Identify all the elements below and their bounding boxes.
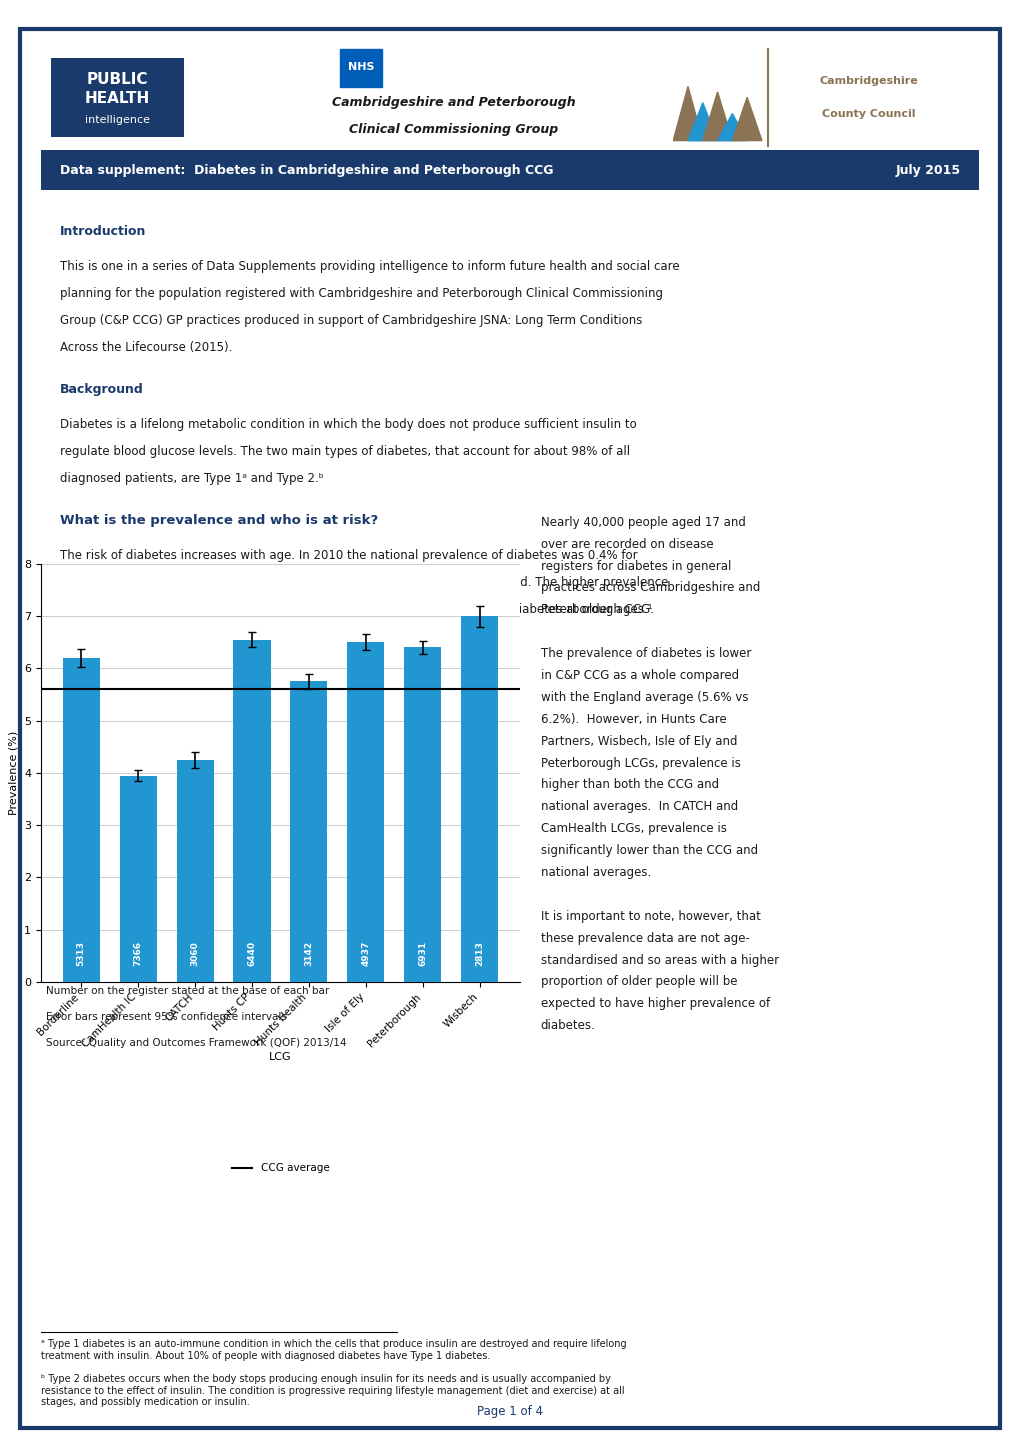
Text: Peterborough CCG.: Peterborough CCG. xyxy=(540,603,653,616)
Text: 3142: 3142 xyxy=(305,942,313,966)
Text: proportion of older people will be: proportion of older people will be xyxy=(540,975,737,988)
Text: with the England average (5.6% vs: with the England average (5.6% vs xyxy=(540,691,747,704)
Text: Diabetes in people aged 17 and over: Diabetes in people aged 17 and over xyxy=(59,652,290,665)
Bar xyxy=(119,776,157,982)
Bar xyxy=(62,658,100,982)
Text: The prevalence of diabetes is lower: The prevalence of diabetes is lower xyxy=(540,647,750,660)
Text: Cambridgeshire and Peterborough: Cambridgeshire and Peterborough xyxy=(332,97,575,110)
Text: County Council: County Council xyxy=(821,108,914,118)
Polygon shape xyxy=(673,87,702,141)
Text: Group (C&P CCG) GP practices produced in support of Cambridgeshire JSNA: Long Te: Group (C&P CCG) GP practices produced in… xyxy=(59,314,641,327)
Text: Data supplement:  Diabetes in Cambridgeshire and Peterborough CCG: Data supplement: Diabetes in Cambridgesh… xyxy=(59,163,552,177)
Text: planning for the population registered with Cambridgeshire and Peterborough Clin: planning for the population registered w… xyxy=(59,287,662,300)
Text: Clinical Commissioning Group: Clinical Commissioning Group xyxy=(348,123,558,137)
Text: 7366: 7366 xyxy=(133,942,143,966)
Text: Diabetes is a lifelong metabolic condition in which the body does not produce su: Diabetes is a lifelong metabolic conditi… xyxy=(59,418,636,431)
Bar xyxy=(461,616,498,982)
Text: This is one in a series of Data Supplements providing intelligence to inform fut: This is one in a series of Data Suppleme… xyxy=(59,260,679,273)
Polygon shape xyxy=(732,98,761,141)
Text: 2813: 2813 xyxy=(475,942,484,966)
Text: people aged 16 to 24 years, rising to 15.1% for people aged 70 to 84 years old. : people aged 16 to 24 years, rising to 15… xyxy=(59,575,667,588)
Bar xyxy=(290,682,327,982)
Legend: CCG average: CCG average xyxy=(227,1159,333,1178)
Text: NHS: NHS xyxy=(347,62,374,72)
Text: of diabetes among older people is due to a higher risk of developing Type 2 diab: of diabetes among older people is due to… xyxy=(59,603,651,616)
Text: Number on the register stated at the base of each bar: Number on the register stated at the bas… xyxy=(46,986,329,996)
Text: expected to have higher prevalence of: expected to have higher prevalence of xyxy=(540,998,769,1011)
Y-axis label: Prevalence (%): Prevalence (%) xyxy=(8,731,18,815)
Bar xyxy=(339,49,382,87)
Text: Page 1 of 4: Page 1 of 4 xyxy=(477,1405,542,1419)
Polygon shape xyxy=(687,102,717,141)
Text: Error bars represent 95% confidence intervals: Error bars represent 95% confidence inte… xyxy=(46,1012,286,1022)
Text: Partners, Wisbech, Isle of Ely and: Partners, Wisbech, Isle of Ely and xyxy=(540,734,737,747)
Text: ᵃ Type 1 diabetes is an auto-immune condition in which the cells that produce in: ᵃ Type 1 diabetes is an auto-immune cond… xyxy=(41,1340,626,1361)
X-axis label: LCG: LCG xyxy=(269,1053,291,1063)
Bar xyxy=(404,647,441,982)
Text: these prevalence data are not age-: these prevalence data are not age- xyxy=(540,932,749,945)
Text: in C&P CCG as a whole compared: in C&P CCG as a whole compared xyxy=(540,669,738,682)
Text: over are recorded on disease: over are recorded on disease xyxy=(540,538,712,551)
Text: regulate blood glucose levels. The two main types of diabetes, that account for : regulate blood glucose levels. The two m… xyxy=(59,446,629,459)
Text: The risk of diabetes increases with age. In 2010 the national prevalence of diab: The risk of diabetes increases with age.… xyxy=(59,548,637,561)
Text: higher than both the CCG and: higher than both the CCG and xyxy=(540,779,718,792)
Text: Background: Background xyxy=(59,384,144,397)
Text: 5313: 5313 xyxy=(76,942,86,966)
Text: July 2015: July 2015 xyxy=(895,163,960,177)
Text: 6931: 6931 xyxy=(418,942,427,966)
Text: ᵇ Type 2 diabetes occurs when the body stops producing enough insulin for its ne: ᵇ Type 2 diabetes occurs when the body s… xyxy=(41,1374,624,1407)
Text: 3060: 3060 xyxy=(191,942,200,966)
Bar xyxy=(347,642,384,982)
Text: national averages.  In CATCH and: national averages. In CATCH and xyxy=(540,800,737,813)
Text: Nearly 40,000 people aged 17 and: Nearly 40,000 people aged 17 and xyxy=(540,516,745,529)
Text: 6440: 6440 xyxy=(248,942,256,966)
Bar xyxy=(233,640,270,982)
Text: Cambridgeshire: Cambridgeshire xyxy=(818,76,917,87)
Text: Introduction: Introduction xyxy=(59,225,146,238)
Text: 6.2%).  However, in Hunts Care: 6.2%). However, in Hunts Care xyxy=(540,712,726,725)
Text: practices across Cambridgeshire and: practices across Cambridgeshire and xyxy=(540,581,759,594)
Text: diabetes.: diabetes. xyxy=(540,1019,595,1032)
Polygon shape xyxy=(702,92,732,141)
Bar xyxy=(176,760,213,982)
Text: registers for diabetes in general: registers for diabetes in general xyxy=(540,559,731,572)
Text: It is important to note, however, that: It is important to note, however, that xyxy=(540,910,760,923)
Text: diagnosed patients, are Type 1ᵃ and Type 2.ᵇ: diagnosed patients, are Type 1ᵃ and Type… xyxy=(59,472,323,485)
Text: standardised and so areas with a higher: standardised and so areas with a higher xyxy=(540,953,777,966)
Text: CamHealth LCGs, prevalence is: CamHealth LCGs, prevalence is xyxy=(540,822,726,835)
Text: significantly lower than the CCG and: significantly lower than the CCG and xyxy=(540,844,757,857)
Text: What is the prevalence and who is at risk?: What is the prevalence and who is at ris… xyxy=(59,513,377,526)
Text: 4937: 4937 xyxy=(361,942,370,966)
Text: Peterborough LCGs, prevalence is: Peterborough LCGs, prevalence is xyxy=(540,757,740,770)
Text: intelligence: intelligence xyxy=(85,114,150,124)
Text: Source: Quality and Outcomes Framework (QOF) 2013/14: Source: Quality and Outcomes Framework (… xyxy=(46,1038,346,1048)
Text: HEALTH: HEALTH xyxy=(85,91,150,107)
Text: national averages.: national averages. xyxy=(540,867,650,880)
Text: PUBLIC: PUBLIC xyxy=(87,72,148,88)
Text: Across the Lifecourse (2015).: Across the Lifecourse (2015). xyxy=(59,342,231,355)
Polygon shape xyxy=(717,114,746,141)
